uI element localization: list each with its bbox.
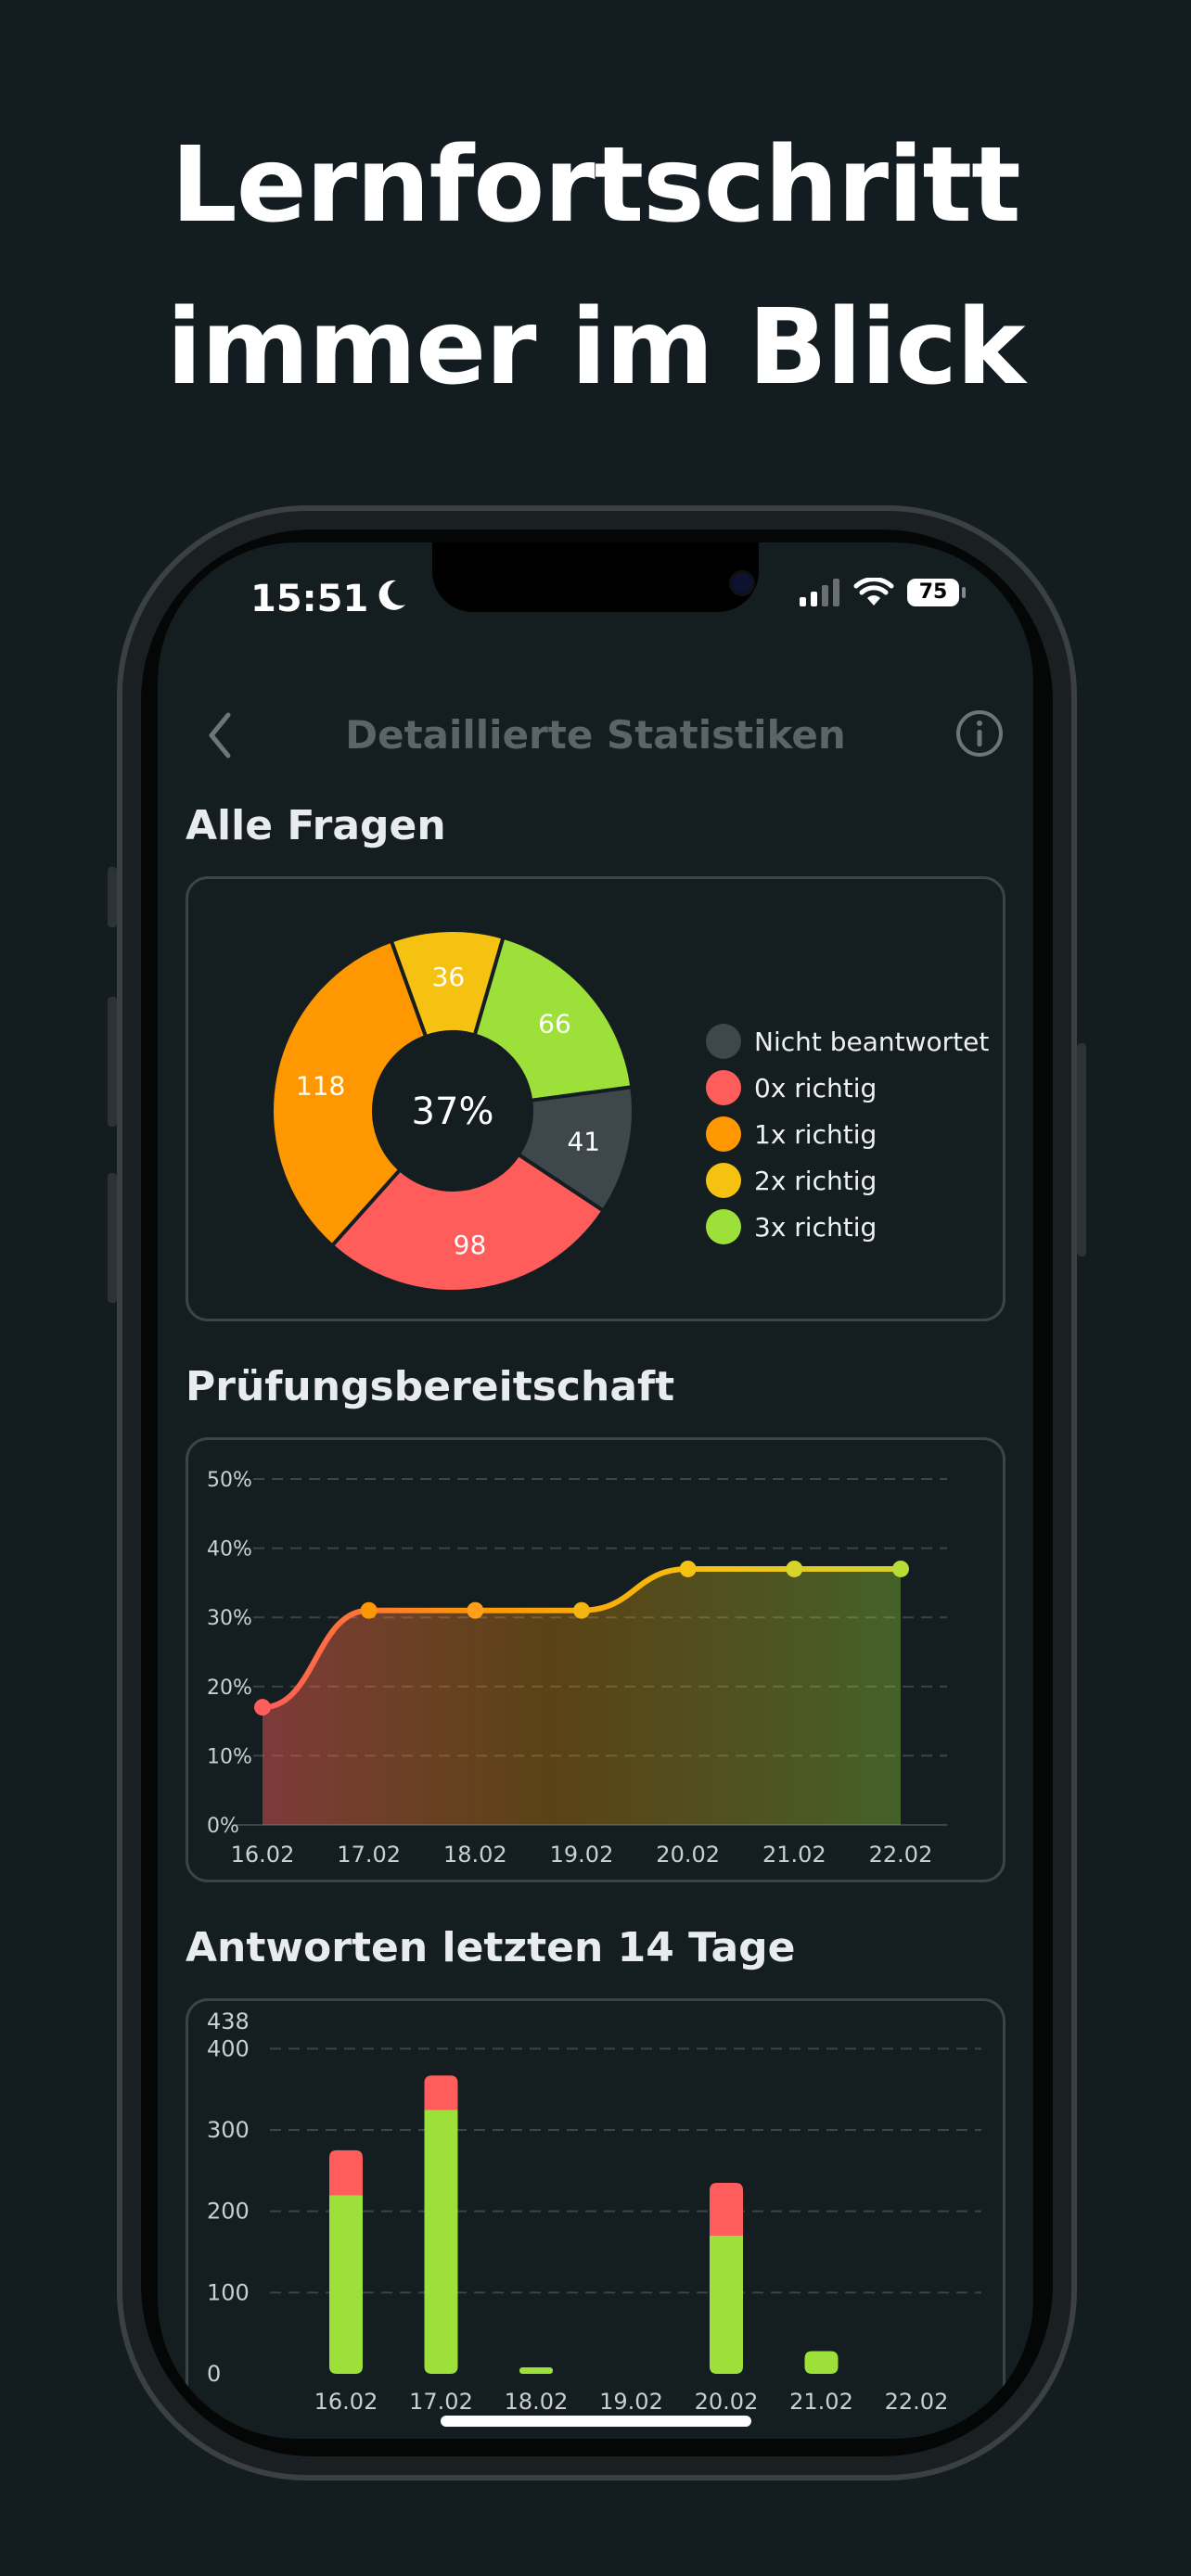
status-icons: 75 bbox=[800, 578, 966, 607]
x-tick-label: 17.02 bbox=[409, 2389, 473, 2415]
x-tick-label: 21.02 bbox=[789, 2389, 853, 2415]
status-time: 15:51 bbox=[250, 578, 369, 620]
data-point bbox=[254, 1699, 271, 1716]
y-tick-label: 30% bbox=[207, 1607, 252, 1630]
info-icon[interactable] bbox=[954, 708, 1005, 759]
x-tick-label: 22.02 bbox=[885, 2389, 949, 2415]
x-tick-label: 20.02 bbox=[695, 2389, 759, 2415]
headline-line-2: immer im Blick bbox=[166, 287, 1025, 408]
legend-dot bbox=[706, 1163, 741, 1198]
y-tick-label: 0% bbox=[207, 1815, 239, 1838]
nav-title: Detaillierte Statistiken bbox=[345, 712, 846, 758]
wifi-icon bbox=[853, 578, 894, 606]
data-point bbox=[467, 1601, 484, 1619]
pie-slice-label: 41 bbox=[567, 1127, 600, 1157]
front-camera bbox=[729, 570, 755, 596]
bar-segment bbox=[424, 2075, 458, 2111]
phone-volume-down bbox=[108, 1173, 117, 1303]
y-tick-label: 10% bbox=[207, 1745, 252, 1768]
pie-slice-label: 66 bbox=[538, 1009, 571, 1039]
readiness-card: 0% 10% 20% 30% 40% 50% 16.02 17.02 18.02 19.02 20.… bbox=[186, 1437, 1005, 1882]
moon-icon bbox=[378, 580, 405, 610]
bar-segment bbox=[710, 2235, 743, 2374]
legend-label: 3x richtig bbox=[754, 1211, 877, 1243]
x-tick-label: 22.02 bbox=[869, 1842, 933, 1868]
y-tick-label: 50% bbox=[207, 1469, 252, 1492]
y-tick-label: 40% bbox=[207, 1538, 252, 1562]
data-point bbox=[573, 1601, 590, 1619]
back-icon[interactable] bbox=[202, 709, 239, 761]
legend-label: 1x richtig bbox=[754, 1118, 877, 1150]
pie-slice bbox=[329, 1152, 607, 1294]
pie-slice-label: 98 bbox=[454, 1230, 487, 1260]
x-tick-label: 17.02 bbox=[337, 1842, 401, 1868]
legend-dot bbox=[706, 1116, 741, 1152]
y-tick-label: 0 bbox=[207, 2361, 221, 2387]
section-title-answers: Antworten letzten 14 Tage bbox=[186, 1924, 796, 1971]
data-point bbox=[360, 1601, 378, 1619]
x-tick-label: 19.02 bbox=[599, 2389, 663, 2415]
notch bbox=[432, 542, 759, 612]
legend-item: 3x richtig bbox=[706, 1204, 989, 1250]
phone-side-button bbox=[108, 867, 117, 927]
pie-slice bbox=[516, 1085, 635, 1214]
legend-item: 1x richtig bbox=[706, 1111, 989, 1157]
app-screen: 15:51 75 Detaillierte Statistiken Alle F… bbox=[158, 542, 1033, 2439]
data-point bbox=[892, 1560, 909, 1577]
legend-label: Nicht beantwortet bbox=[754, 1026, 990, 1057]
pie-slice bbox=[272, 938, 429, 1249]
x-tick-label: 16.02 bbox=[314, 2389, 378, 2415]
section-title-all-questions: Alle Fragen bbox=[186, 802, 446, 849]
pie-center-label: 37% bbox=[412, 1090, 494, 1133]
y-tick-label: 400 bbox=[207, 2035, 250, 2061]
y-tick-label: 20% bbox=[207, 1677, 252, 1700]
bar-segment bbox=[424, 2110, 458, 2374]
pie-slice-label: 36 bbox=[432, 962, 466, 992]
data-point bbox=[786, 1560, 803, 1577]
x-tick-label: 16.02 bbox=[231, 1842, 295, 1868]
legend-dot bbox=[706, 1209, 741, 1244]
y-tick-label: 100 bbox=[207, 2279, 250, 2305]
y-max-label: 438 bbox=[207, 2009, 250, 2034]
signal-icon bbox=[800, 579, 839, 606]
area-fill bbox=[263, 1568, 901, 1825]
answers-card: 438 0 100 200 300 400 16.02 17.02 18.02 19.02 20.0… bbox=[186, 1998, 1005, 2439]
y-tick-label: 200 bbox=[207, 2199, 250, 2225]
headline-line-1: Lernfortschritt bbox=[171, 125, 1020, 246]
bar-segment bbox=[804, 2351, 839, 2374]
phone-power-button bbox=[1077, 1043, 1086, 1256]
pie-slice-label: 118 bbox=[296, 1070, 345, 1101]
battery-icon: 75 bbox=[907, 579, 966, 606]
phone-volume-up bbox=[108, 997, 117, 1127]
pie-card: 36 66 41 98 118 37% Nicht beantwortet 0x richt… bbox=[186, 876, 1005, 1321]
legend-item: 0x richtig bbox=[706, 1065, 989, 1111]
bar-segment bbox=[519, 2366, 553, 2374]
answers-chart: 438 0 100 200 300 400 16.02 17.02 18.02 19.02 20.0… bbox=[207, 2009, 981, 2415]
x-tick-label: 20.02 bbox=[656, 1842, 720, 1868]
bar-segment bbox=[710, 2182, 743, 2236]
x-tick-label: 18.02 bbox=[505, 2389, 569, 2415]
section-title-readiness: Prüfungsbereitschaft bbox=[186, 1363, 675, 1410]
bar-segment bbox=[329, 2195, 363, 2374]
home-indicator[interactable] bbox=[441, 2416, 751, 2427]
pie-slice bbox=[472, 935, 634, 1103]
x-tick-label: 21.02 bbox=[762, 1842, 826, 1868]
x-tick-label: 19.02 bbox=[550, 1842, 614, 1868]
legend-dot bbox=[706, 1070, 741, 1105]
legend-label: 0x richtig bbox=[754, 1072, 877, 1103]
bar-segment bbox=[329, 2149, 363, 2196]
pie-chart: 36 66 41 98 118 37% bbox=[272, 928, 635, 1294]
legend-item: Nicht beantwortet bbox=[706, 1018, 989, 1065]
readiness-chart: 0% 10% 20% 30% 40% 50% 16.02 17.02 18.02 19.02 20.… bbox=[207, 1469, 947, 1868]
x-tick-label: 18.02 bbox=[443, 1842, 507, 1868]
y-tick-label: 300 bbox=[207, 2117, 250, 2143]
legend-item: 2x richtig bbox=[706, 1157, 989, 1204]
data-point bbox=[679, 1560, 697, 1577]
pie-legend: Nicht beantwortet 0x richtig 1x richtig 2x … bbox=[706, 1018, 989, 1250]
legend-label: 2x richtig bbox=[754, 1165, 877, 1196]
legend-dot bbox=[706, 1024, 741, 1059]
